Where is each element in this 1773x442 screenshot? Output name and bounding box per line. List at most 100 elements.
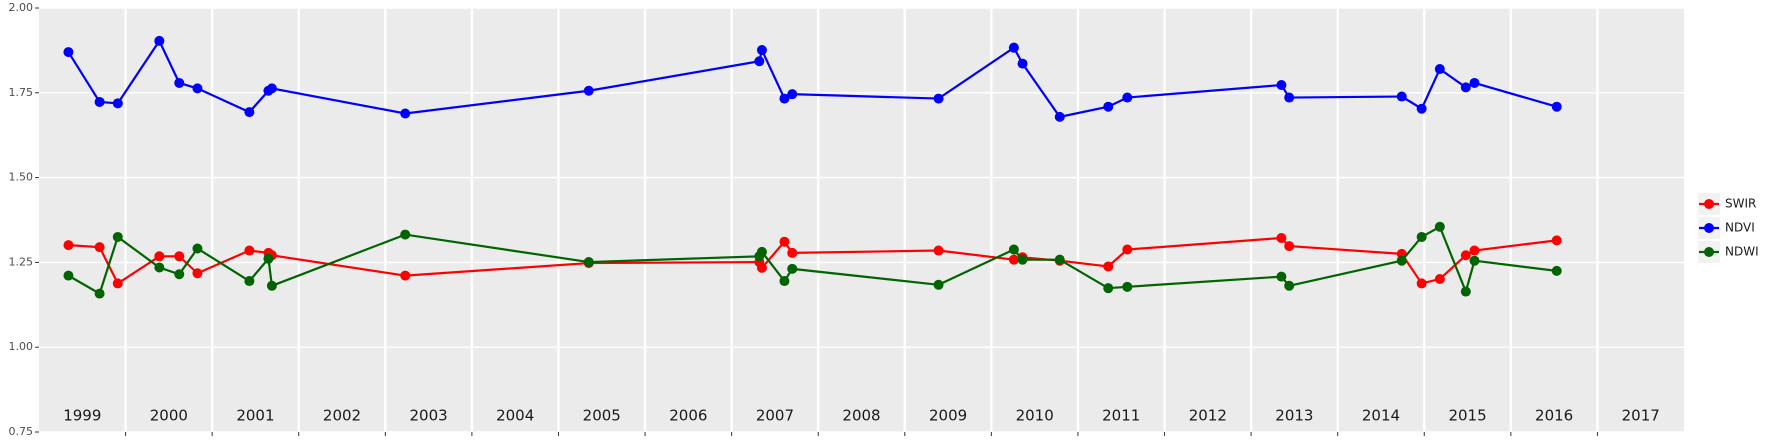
point: [192, 268, 203, 279]
point: [1276, 271, 1287, 282]
point: [756, 262, 767, 273]
point: [1103, 101, 1114, 112]
point: [1122, 281, 1133, 292]
point: [266, 83, 277, 94]
point: [583, 257, 594, 268]
point: [192, 243, 203, 254]
point: [787, 89, 798, 100]
point: [1460, 82, 1471, 93]
point: [1434, 274, 1445, 285]
point: [1551, 235, 1562, 246]
point: [1434, 64, 1445, 75]
point: [63, 47, 74, 58]
point: [244, 276, 255, 287]
legend-label: SWIR: [1725, 197, 1756, 211]
point: [1551, 265, 1562, 276]
point: [1469, 77, 1480, 88]
x-tick-label: 2001: [236, 407, 274, 425]
point: [244, 107, 255, 118]
legend-dot: [1704, 199, 1714, 209]
point: [154, 262, 165, 273]
point: [112, 278, 123, 289]
point: [94, 96, 105, 107]
point: [1469, 255, 1480, 266]
point: [583, 85, 594, 96]
point: [779, 236, 790, 247]
point: [154, 35, 165, 46]
point: [94, 242, 105, 253]
x-tick-label: 2009: [929, 407, 967, 425]
x-tick-label: 2005: [583, 407, 621, 425]
point: [779, 93, 790, 104]
y-tick-label: 1.00: [9, 340, 34, 353]
point: [1434, 221, 1445, 232]
point: [1460, 286, 1471, 297]
x-tick-label: 2011: [1102, 407, 1140, 425]
x-tick-label: 2002: [323, 407, 361, 425]
point: [1396, 255, 1407, 266]
point: [756, 246, 767, 257]
point: [263, 253, 274, 264]
legend-label: NDWI: [1725, 245, 1759, 259]
x-tick-label: 1999: [63, 407, 101, 425]
point: [779, 276, 790, 287]
point: [933, 93, 944, 104]
point: [244, 245, 255, 256]
point: [174, 77, 185, 88]
point: [1284, 280, 1295, 291]
x-tick-label: 2014: [1362, 407, 1400, 425]
y-tick-label: 0.75: [9, 425, 34, 438]
x-tick-label: 2017: [1622, 407, 1660, 425]
point: [1008, 244, 1019, 255]
x-tick-label: 2012: [1189, 407, 1227, 425]
point: [63, 240, 74, 251]
y-tick-label: 2.00: [9, 1, 34, 14]
x-tick-label: 2000: [150, 407, 188, 425]
point: [1122, 244, 1133, 255]
x-tick-label: 2015: [1448, 407, 1486, 425]
y-tick-label: 1.25: [9, 255, 34, 268]
y-tick-label: 1.50: [9, 171, 34, 184]
point: [933, 245, 944, 256]
point: [1008, 42, 1019, 53]
point: [1396, 91, 1407, 102]
legend-dot: [1704, 223, 1714, 233]
point: [1103, 283, 1114, 294]
point: [1416, 278, 1427, 289]
point: [1284, 92, 1295, 103]
x-tick-label: 2013: [1275, 407, 1313, 425]
point: [112, 231, 123, 242]
point: [1460, 250, 1471, 261]
point: [1276, 79, 1287, 90]
x-tick-label: 2004: [496, 407, 534, 425]
point: [1416, 103, 1427, 114]
panel: [39, 8, 1684, 432]
point: [1276, 232, 1287, 243]
y-tick-label: 1.75: [9, 86, 34, 99]
point: [192, 83, 203, 94]
point: [1122, 92, 1133, 103]
x-tick-label: 2006: [669, 407, 707, 425]
point: [933, 279, 944, 290]
point: [754, 56, 765, 67]
point: [154, 251, 165, 262]
point: [1103, 261, 1114, 272]
legend-dot: [1704, 247, 1714, 257]
point: [1469, 245, 1480, 256]
point: [400, 108, 411, 119]
point: [63, 270, 74, 281]
point: [400, 270, 411, 281]
point: [1551, 101, 1562, 112]
point: [787, 247, 798, 258]
point: [400, 229, 411, 240]
point: [1416, 231, 1427, 242]
point: [174, 251, 185, 262]
point: [1284, 241, 1295, 252]
point: [112, 98, 123, 109]
point: [1017, 254, 1028, 265]
point: [756, 45, 767, 56]
x-tick-label: 2003: [410, 407, 448, 425]
x-tick-label: 2007: [756, 407, 794, 425]
point: [787, 263, 798, 274]
